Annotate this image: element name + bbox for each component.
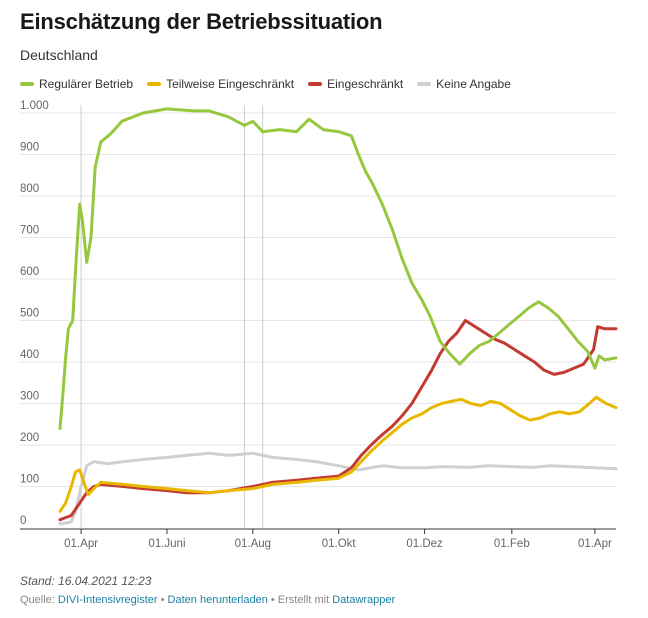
y-tick-label-300: 300 [20,391,39,403]
series-line-teilweise-eingeschr-nkt [58,395,618,513]
grid [20,112,616,487]
y-tick-label-800: 800 [20,183,39,195]
x-tick-label-5: 01.Dez [406,538,443,550]
legend-swatch-regular [20,82,34,86]
series-lines [58,107,618,526]
legend-item-none: Keine Angabe [417,77,511,91]
series-line-keine-angabe [58,451,618,526]
reference-lines [80,105,264,528]
x-tick-label-7: 01.Apr [578,538,612,550]
source-link[interactable]: DIVI-Intensivregister [57,594,158,606]
y-tick-label-900: 900 [20,142,39,154]
x-tick-label-3: 01.Aug [235,538,271,550]
legend-label-none: Keine Angabe [436,77,511,91]
y-tick-label-100: 100 [20,474,39,486]
legend-swatch-none [417,82,432,86]
legend-item-regular: Regulärer Betrieb [20,77,133,91]
y-tick-label-600: 600 [20,266,39,278]
y-tick-label-200: 200 [20,432,39,444]
line-chart: 0 100 200 300 400 500 600 700 800 900 1.000 01.Apr 0… [20,100,618,550]
x-tick-label-2: 01.Juni [148,538,185,550]
legend-label-partial: Teilweise Eingeschränkt [166,77,295,91]
chart-legend: Regulärer Betrieb Teilweise Eingeschränk… [20,77,525,91]
axes: 0 100 200 300 400 500 600 700 800 900 1.000 01.Apr 0… [20,100,616,550]
datawrapper-link[interactable]: Datawrapper [332,594,396,606]
x-tick-label-6: 01.Feb [494,538,530,550]
series-line-eingeschr-nkt [58,319,618,522]
x-tick-label-1: 01.Apr [64,538,98,550]
y-tick-label-400: 400 [20,349,39,361]
legend-item-partial: Teilweise Eingeschränkt [147,77,294,91]
series-line-regul-rer-betrieb [58,107,618,430]
timestamp: Stand: 16.04.2021 12:23 [20,574,152,588]
legend-item-restricted: Eingeschränkt [308,77,403,91]
created-with-text: • Erstellt mit [267,594,333,606]
y-tick-label-700: 700 [20,225,39,237]
y-tick-label-500: 500 [20,308,39,320]
legend-swatch-partial [147,82,162,86]
legend-swatch-restricted [308,82,323,86]
footer-separator: • [157,594,168,606]
chart-title: Einschätzung der Betriebssituation [20,9,383,34]
y-tick-label-1000: 1.000 [20,100,49,112]
legend-label-restricted: Eingeschränkt [327,77,404,91]
source-footer: Quelle: DIVI-Intensivregister • Daten he… [20,594,395,606]
legend-label-regular: Regulärer Betrieb [39,77,134,91]
chart-subtitle: Deutschland [20,47,98,63]
download-data-link[interactable]: Daten herunterladen [167,594,268,606]
y-tick-label-0: 0 [20,515,26,527]
x-tick-label-4: 01.Okt [322,538,357,550]
source-prefix: Quelle: [20,594,58,606]
